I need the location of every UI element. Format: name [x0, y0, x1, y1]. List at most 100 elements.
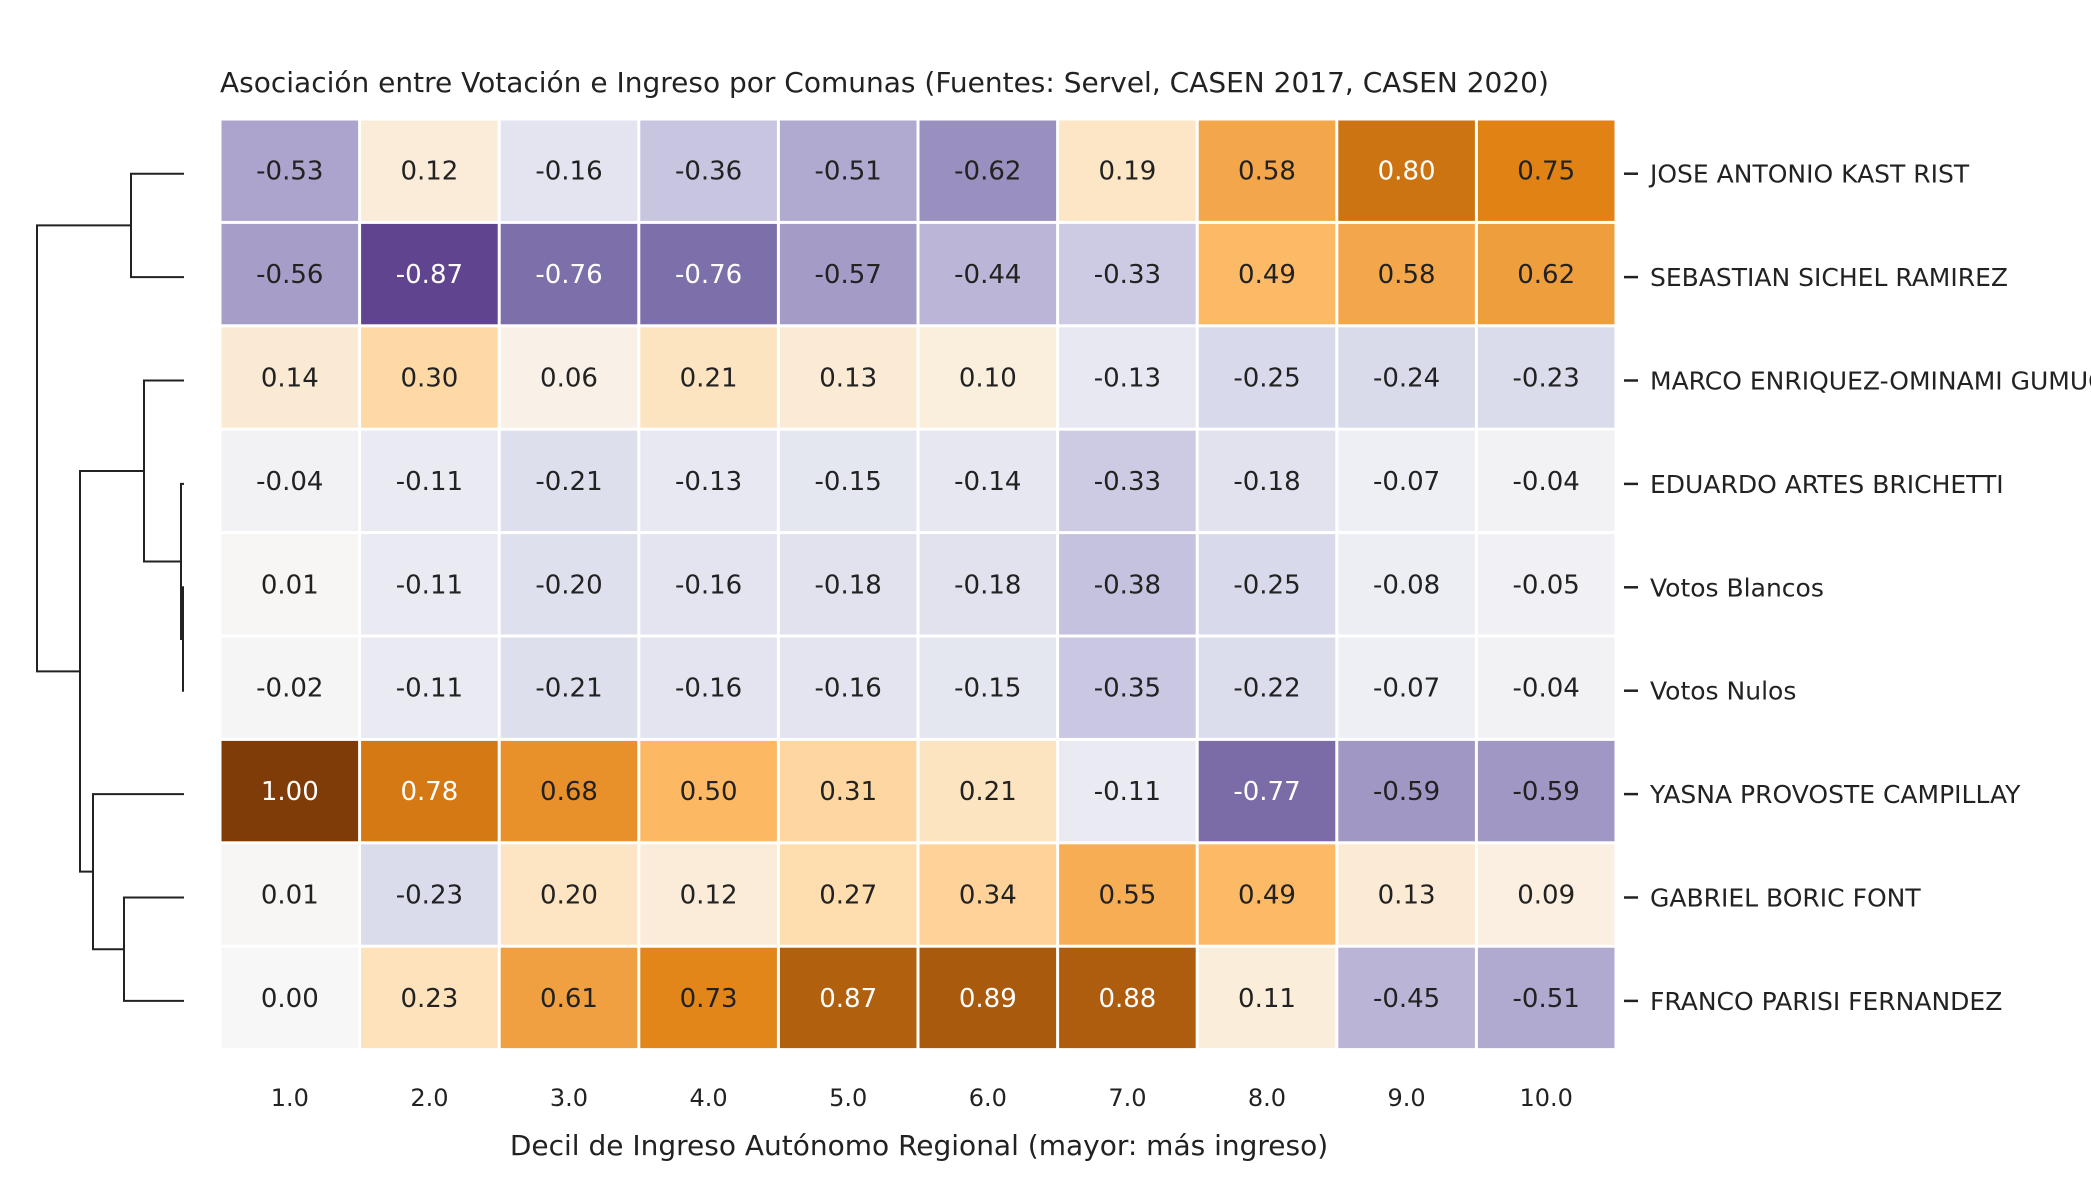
heatmap-cell [1059, 637, 1196, 738]
heatmap-cell [640, 430, 777, 532]
heatmap-cell [1338, 947, 1475, 1049]
cell-value-label: -0.11 [396, 467, 463, 497]
cell-value-label: 0.27 [819, 881, 877, 911]
cell-value-label: -0.04 [1513, 467, 1580, 497]
heatmap-cell [361, 534, 498, 635]
cell-value-label: -0.36 [675, 157, 742, 187]
cell-value-label: -0.87 [396, 260, 463, 290]
heatmap-cell [1477, 120, 1615, 221]
heatmap-cell [1338, 740, 1475, 842]
x-tick-labels: 1.0 2.0 3.0 4.0 5.0 6.0 7.0 8.0 9.0 10.0 [271, 1084, 1573, 1112]
cell-value-label: 0.14 [261, 364, 319, 394]
cell-value-label: -0.33 [1094, 467, 1161, 497]
cell-value-label: -0.13 [675, 467, 742, 497]
dendrogram-branch [92, 793, 184, 951]
heatmap-cell [640, 947, 777, 1049]
cell-value-label: 0.58 [1378, 260, 1436, 290]
cell-value-label: -0.56 [256, 260, 323, 290]
cell-value-label: 0.01 [261, 881, 319, 911]
heatmap-cell [221, 947, 359, 1049]
row-labels: JOSE ANTONIO KAST RIST SEBASTIAN SICHEL R… [1624, 160, 2091, 1016]
cell-value-label: -0.76 [535, 260, 602, 290]
cell-value-label: -0.16 [815, 674, 882, 704]
cell-value-label: -0.05 [1513, 570, 1580, 600]
heatmap-cell [361, 637, 498, 738]
cell-value-label: 0.50 [680, 777, 738, 807]
heatmap-cell [500, 327, 638, 428]
heatmap-cell [1059, 327, 1196, 428]
cell-value-label: 0.19 [1098, 157, 1156, 187]
heatmap-cell [1059, 740, 1196, 842]
heatmap-cell [500, 947, 638, 1049]
heatmap-cell [1477, 637, 1615, 738]
cell-value-label: -0.16 [675, 570, 742, 600]
heatmap-cell [500, 223, 638, 325]
row-dendrogram [36, 172, 184, 1002]
x-tick-label: 6.0 [969, 1084, 1007, 1112]
cell-value-label: -0.07 [1373, 467, 1440, 497]
cell-value-label: -0.15 [954, 674, 1021, 704]
heatmap-cell [1198, 740, 1336, 842]
cell-value-label: 0.13 [1378, 881, 1436, 911]
cell-value-label: -0.14 [954, 467, 1021, 497]
heatmap-cell [1338, 327, 1475, 428]
heatmap-cell [221, 844, 359, 945]
heatmap-cell [1198, 327, 1336, 428]
x-tick-label: 10.0 [1519, 1084, 1572, 1112]
heatmap-cell [919, 223, 1057, 325]
heatmap-cell [1198, 637, 1336, 738]
cell-value-label: 0.80 [1378, 157, 1436, 187]
row-label: FRANCO PARISI FERNANDEZ [1650, 987, 2002, 1016]
heatmap-cell [919, 844, 1057, 945]
heatmap-cell [1338, 430, 1475, 532]
dendrogram-branch [143, 379, 184, 563]
cell-value-label: -0.04 [1513, 674, 1580, 704]
cell-value-label: -0.15 [815, 467, 882, 497]
x-axis-label: Decil de Ingreso Autónomo Regional (mayo… [510, 1129, 1328, 1162]
cell-value-label: 0.49 [1238, 881, 1296, 911]
cell-value-label: 0.20 [540, 881, 598, 911]
row-label: YASNA PROVOSTE CAMPILLAY [1649, 780, 2021, 809]
heatmap-cell [221, 637, 359, 738]
heatmap-cell [919, 430, 1057, 532]
heatmap-cell [1059, 947, 1196, 1049]
cell-value-label: -0.44 [954, 260, 1021, 290]
cell-value-label: -0.77 [1233, 777, 1300, 807]
cell-value-label: 0.12 [400, 157, 458, 187]
heatmap-cell [1477, 844, 1615, 945]
heatmap-cell [919, 534, 1057, 635]
cell-value-label: -0.18 [1233, 467, 1300, 497]
heatmap-cell [1338, 223, 1475, 325]
heatmap-cell [500, 740, 638, 842]
cell-value-label: -0.11 [1094, 777, 1161, 807]
heatmap-cell [779, 534, 917, 635]
cell-value-label: -0.51 [815, 157, 882, 187]
row-label: Votos Blancos [1650, 573, 1824, 602]
cell-value-label: 0.31 [819, 777, 877, 807]
heatmap-cell [640, 534, 777, 635]
cell-value-label: -0.35 [1094, 674, 1161, 704]
heatmap-cell [779, 327, 917, 428]
heatmap-cell [640, 223, 777, 325]
heatmap-cell [500, 430, 638, 532]
heatmap-cell [221, 223, 359, 325]
cell-value-label: 0.01 [261, 570, 319, 600]
heatmap-cell [640, 120, 777, 221]
heatmap-cell [1198, 947, 1336, 1049]
cell-value-label: -0.62 [954, 157, 1021, 187]
cell-value-label: 0.49 [1238, 260, 1296, 290]
heatmap-cell [779, 844, 917, 945]
cell-value-label: -0.21 [535, 467, 602, 497]
cell-value-label: 0.75 [1517, 157, 1575, 187]
row-label: SEBASTIAN SICHEL RAMIREZ [1650, 263, 2008, 292]
cell-value-label: 0.68 [540, 777, 598, 807]
cell-value-label: -0.04 [256, 467, 323, 497]
heatmap-cell [1198, 430, 1336, 532]
heatmap-cell [361, 430, 498, 532]
row-label: JOSE ANTONIO KAST RIST [1648, 160, 1970, 189]
heatmap-cell [1477, 430, 1615, 532]
heatmap-cell [361, 740, 498, 842]
cell-value-label: 0.34 [959, 881, 1017, 911]
heatmap-cell [640, 327, 777, 428]
cell-value-label: -0.20 [535, 570, 602, 600]
